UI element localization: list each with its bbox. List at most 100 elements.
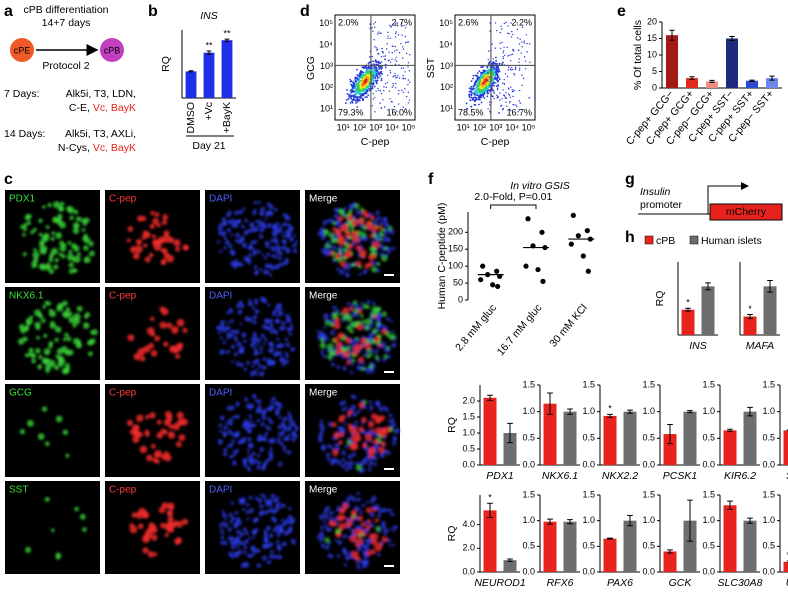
y-tick-label: 2.0 bbox=[462, 543, 475, 553]
event bbox=[358, 77, 361, 80]
event bbox=[398, 89, 400, 92]
cell bbox=[278, 310, 284, 316]
cell bbox=[226, 321, 230, 324]
cell bbox=[391, 543, 395, 547]
cell bbox=[221, 217, 227, 223]
event bbox=[383, 55, 385, 57]
cell bbox=[258, 219, 263, 225]
cell bbox=[291, 430, 296, 435]
event bbox=[488, 85, 491, 87]
event bbox=[504, 96, 506, 98]
cell bbox=[230, 344, 236, 350]
panel-label: d bbox=[300, 3, 310, 20]
event bbox=[494, 22, 497, 24]
cell bbox=[127, 226, 134, 232]
cell bbox=[22, 252, 27, 257]
cell bbox=[236, 529, 241, 535]
event bbox=[355, 97, 358, 99]
cell bbox=[158, 506, 166, 514]
event bbox=[514, 68, 517, 71]
cell bbox=[367, 457, 371, 461]
cell bbox=[226, 445, 230, 449]
cell bbox=[91, 329, 98, 336]
event bbox=[479, 77, 482, 79]
cell bbox=[322, 235, 326, 239]
bar bbox=[483, 397, 497, 465]
event bbox=[488, 86, 491, 89]
event bbox=[374, 76, 377, 79]
event bbox=[505, 91, 507, 94]
cell bbox=[284, 337, 289, 342]
event bbox=[402, 74, 404, 77]
cell bbox=[337, 539, 343, 545]
event bbox=[495, 85, 498, 88]
cell bbox=[334, 539, 338, 543]
cell bbox=[152, 457, 158, 463]
y-tick-label: 0.0 bbox=[642, 459, 655, 469]
cell bbox=[283, 260, 288, 266]
cell bbox=[288, 437, 291, 440]
cell bbox=[163, 230, 170, 237]
event bbox=[489, 110, 491, 112]
event bbox=[508, 94, 511, 96]
cell bbox=[321, 444, 326, 450]
cell bbox=[150, 349, 158, 357]
cell bbox=[126, 419, 134, 427]
event bbox=[376, 48, 379, 50]
cell bbox=[161, 248, 168, 255]
y-tick-label: 100 bbox=[448, 261, 463, 271]
cell bbox=[341, 407, 346, 412]
quadrant-percent: 2.0% bbox=[338, 17, 359, 27]
error-bar bbox=[749, 79, 755, 82]
error-bar bbox=[689, 76, 695, 80]
x-tick-label: 10³ bbox=[489, 122, 502, 132]
event bbox=[402, 48, 405, 50]
event bbox=[374, 45, 376, 48]
cell bbox=[167, 515, 174, 523]
event bbox=[487, 71, 489, 74]
event bbox=[469, 99, 472, 102]
cell bbox=[260, 206, 266, 212]
bar bbox=[483, 510, 497, 572]
cell bbox=[40, 318, 46, 324]
event bbox=[497, 95, 499, 98]
cell bbox=[329, 322, 334, 327]
chart-title: KIR6.2 bbox=[724, 470, 756, 482]
cell bbox=[235, 430, 240, 435]
y-tick-label: 0.0 bbox=[522, 459, 535, 469]
y-tick-label: 1.0 bbox=[462, 427, 475, 437]
bar bbox=[726, 38, 738, 88]
cell bbox=[75, 216, 82, 222]
cell bbox=[241, 542, 245, 546]
event bbox=[400, 43, 402, 45]
point bbox=[490, 282, 496, 288]
cell bbox=[166, 254, 175, 263]
y-axis-label: RQ bbox=[446, 417, 458, 433]
cell bbox=[246, 361, 251, 366]
event bbox=[497, 80, 499, 83]
event bbox=[528, 43, 531, 45]
point bbox=[584, 228, 590, 234]
cell bbox=[26, 213, 32, 219]
cell bbox=[366, 551, 371, 556]
event bbox=[373, 66, 376, 69]
event bbox=[500, 25, 502, 27]
cell bbox=[330, 510, 335, 515]
cell bbox=[284, 351, 288, 355]
cell bbox=[256, 465, 261, 470]
event bbox=[361, 90, 364, 92]
cell bbox=[54, 257, 59, 263]
cell bbox=[360, 522, 366, 527]
cell bbox=[344, 551, 349, 557]
event bbox=[398, 103, 400, 105]
cell bbox=[272, 231, 278, 238]
cell bbox=[166, 322, 173, 329]
cell bbox=[316, 534, 321, 540]
cell bbox=[341, 457, 346, 462]
cell bbox=[219, 527, 223, 531]
cell bbox=[259, 504, 264, 509]
cell bbox=[138, 523, 144, 530]
cell bbox=[318, 433, 323, 439]
event bbox=[362, 94, 365, 96]
event bbox=[389, 72, 392, 74]
